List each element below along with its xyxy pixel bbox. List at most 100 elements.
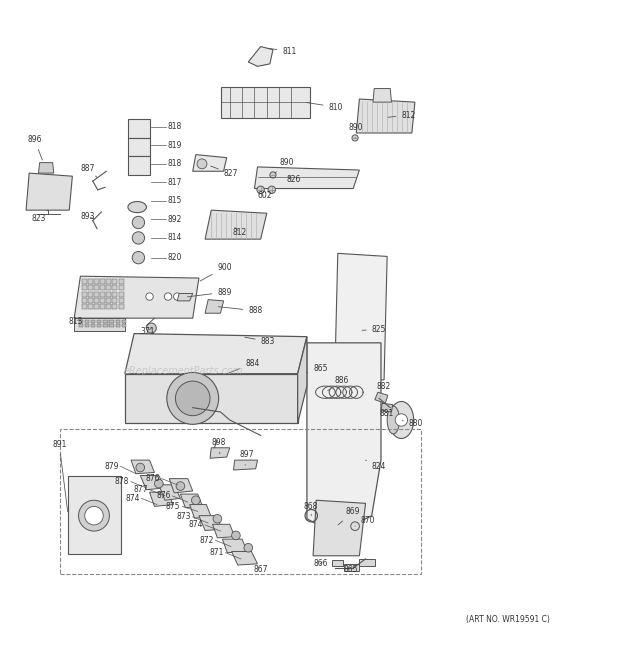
Text: 871: 871 <box>209 548 224 557</box>
Text: 876: 876 <box>146 474 160 483</box>
Polygon shape <box>128 120 149 138</box>
Polygon shape <box>356 99 415 133</box>
Ellipse shape <box>389 401 414 438</box>
Text: 811: 811 <box>268 47 296 56</box>
Circle shape <box>146 323 156 333</box>
Polygon shape <box>100 298 105 303</box>
Text: 868: 868 <box>304 502 318 516</box>
Text: 873: 873 <box>176 512 191 522</box>
Polygon shape <box>88 298 93 303</box>
Polygon shape <box>213 524 235 538</box>
Polygon shape <box>221 87 310 118</box>
Polygon shape <box>109 320 113 323</box>
Circle shape <box>213 514 222 523</box>
Circle shape <box>257 186 264 194</box>
Text: 867: 867 <box>253 565 268 574</box>
Polygon shape <box>332 560 343 566</box>
Polygon shape <box>159 485 180 500</box>
Circle shape <box>270 172 276 178</box>
Polygon shape <box>199 516 223 531</box>
Circle shape <box>132 216 144 229</box>
Polygon shape <box>94 304 99 309</box>
Polygon shape <box>88 304 93 309</box>
Polygon shape <box>82 298 87 303</box>
Text: 880: 880 <box>402 419 423 428</box>
Polygon shape <box>85 324 89 327</box>
Text: 874: 874 <box>125 494 140 503</box>
Polygon shape <box>100 279 105 284</box>
Text: 884: 884 <box>229 360 260 373</box>
Polygon shape <box>97 324 102 327</box>
Text: 818: 818 <box>167 159 182 169</box>
Text: 872: 872 <box>200 536 214 545</box>
Polygon shape <box>118 298 123 303</box>
Ellipse shape <box>128 202 146 213</box>
Polygon shape <box>112 304 117 309</box>
Text: 818: 818 <box>167 122 182 132</box>
Text: 866: 866 <box>313 559 327 568</box>
Polygon shape <box>313 500 366 556</box>
Circle shape <box>167 372 219 424</box>
Polygon shape <box>125 334 307 373</box>
Text: 898: 898 <box>211 438 226 454</box>
Text: 900: 900 <box>200 263 232 281</box>
Polygon shape <box>122 320 126 323</box>
Text: 881: 881 <box>379 408 393 418</box>
Polygon shape <box>94 292 99 297</box>
Polygon shape <box>88 286 93 290</box>
Polygon shape <box>74 276 199 318</box>
Text: 819: 819 <box>167 141 182 150</box>
Polygon shape <box>106 286 111 290</box>
Text: 865: 865 <box>306 364 327 373</box>
Circle shape <box>132 232 144 244</box>
Text: 823: 823 <box>31 210 48 223</box>
Circle shape <box>85 506 104 525</box>
Polygon shape <box>94 286 99 290</box>
Circle shape <box>136 463 144 472</box>
Text: 890: 890 <box>275 158 294 173</box>
Text: 891: 891 <box>52 440 68 512</box>
Polygon shape <box>106 292 111 297</box>
Text: 888: 888 <box>218 306 262 315</box>
Polygon shape <box>298 336 307 423</box>
Text: 875: 875 <box>166 502 180 511</box>
Polygon shape <box>94 298 99 303</box>
Text: 887: 887 <box>81 164 97 177</box>
Polygon shape <box>79 320 83 323</box>
Text: 371: 371 <box>140 327 155 336</box>
Text: 870: 870 <box>355 516 375 526</box>
Text: 825: 825 <box>362 325 386 334</box>
Polygon shape <box>360 559 375 566</box>
Polygon shape <box>128 157 149 175</box>
Polygon shape <box>193 155 227 171</box>
Polygon shape <box>91 324 95 327</box>
Polygon shape <box>88 279 93 284</box>
Polygon shape <box>131 460 154 474</box>
Text: 813: 813 <box>68 317 82 327</box>
Text: 824: 824 <box>366 460 386 471</box>
Text: (ART NO. WR19591 C): (ART NO. WR19591 C) <box>466 615 549 624</box>
Polygon shape <box>115 324 120 327</box>
Ellipse shape <box>387 406 399 434</box>
Polygon shape <box>149 492 173 506</box>
Text: 815: 815 <box>167 196 182 206</box>
Polygon shape <box>375 392 388 403</box>
Polygon shape <box>128 138 149 157</box>
Text: 876: 876 <box>156 491 171 500</box>
Polygon shape <box>94 279 99 284</box>
Polygon shape <box>100 292 105 297</box>
Text: 883: 883 <box>245 337 275 346</box>
Polygon shape <box>26 173 73 210</box>
Polygon shape <box>118 286 123 290</box>
Text: 886: 886 <box>328 376 349 391</box>
Polygon shape <box>100 304 105 309</box>
Circle shape <box>154 479 163 488</box>
Text: 893: 893 <box>81 212 95 221</box>
Text: 877: 877 <box>133 485 148 494</box>
Polygon shape <box>79 324 83 327</box>
Polygon shape <box>232 551 257 565</box>
Polygon shape <box>106 304 111 309</box>
Polygon shape <box>381 403 392 412</box>
Circle shape <box>351 522 360 531</box>
Circle shape <box>192 496 200 504</box>
